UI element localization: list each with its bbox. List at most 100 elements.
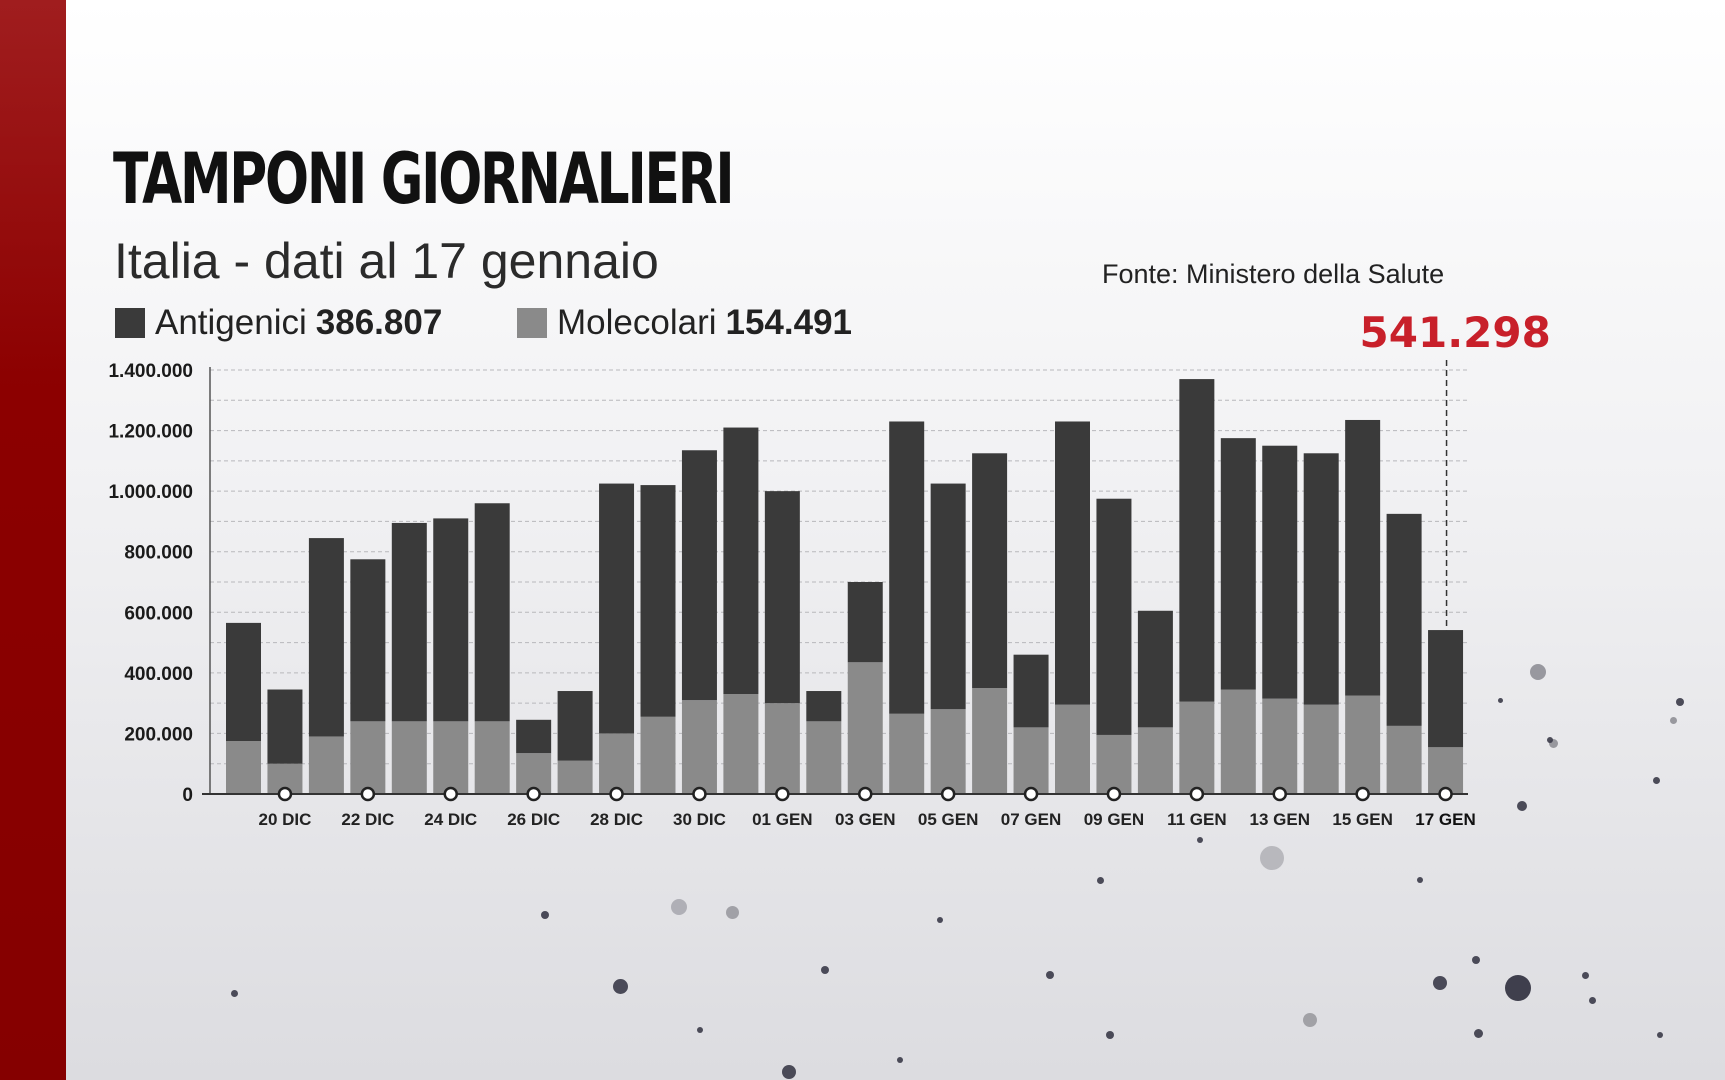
- bar-molecolari: [1428, 747, 1464, 794]
- chart-title: TAMPONI GIORNALIERI: [113, 138, 735, 220]
- x-tick-marker: [1272, 786, 1287, 802]
- bar-molecolari: [350, 721, 386, 794]
- bar-antigenici: [474, 503, 510, 722]
- bar-antigenici: [1179, 379, 1215, 702]
- bar-antigenici: [391, 522, 427, 722]
- bar-antigenici: [640, 485, 676, 717]
- bar-molecolari: [1137, 727, 1173, 794]
- bar-molecolari: [764, 703, 800, 794]
- x-tick-label: 09 GEN: [1084, 810, 1144, 829]
- chart-subtitle: Italia - dati al 17 gennaio: [114, 233, 659, 289]
- source-credit: Fonte: Ministero della Salute: [1102, 259, 1445, 289]
- bar-antigenici: [516, 719, 552, 754]
- bar-molecolari: [1096, 734, 1132, 794]
- x-tick-marker: [940, 786, 956, 802]
- bar-antigenici: [723, 427, 759, 695]
- bar-antigenici: [1055, 421, 1090, 705]
- bar-antigenici: [1013, 654, 1049, 728]
- bar-molecolari: [1345, 695, 1381, 794]
- bar-antigenici: [806, 691, 842, 722]
- bar-antigenici: [350, 559, 386, 722]
- bar-molecolari: [226, 741, 261, 794]
- y-tick-label: 600.000: [124, 603, 193, 624]
- bar-antigenici: [1345, 419, 1381, 696]
- x-tick-label: 05 GEN: [918, 810, 978, 829]
- legend-value-molecolari: 154.491: [725, 303, 853, 342]
- x-tick-marker: [1438, 786, 1453, 802]
- legend-swatch-molecolari: [517, 308, 547, 338]
- x-tick-marker: [526, 786, 541, 802]
- bar-antigenici: [1428, 630, 1464, 748]
- bar-antigenici: [599, 483, 635, 734]
- bar-molecolari: [1303, 704, 1339, 794]
- bar-molecolari: [474, 721, 510, 794]
- bar-antigenici: [847, 582, 883, 663]
- red-side-bar: [0, 0, 66, 1080]
- bar-molecolari: [557, 760, 593, 794]
- bar-antigenici: [1262, 445, 1298, 699]
- bar-antigenici: [972, 453, 1008, 688]
- highlight-total-label: 541.298: [1359, 308, 1551, 357]
- x-tick-marker: [775, 786, 790, 802]
- bar-molecolari: [806, 721, 842, 794]
- bar-antigenici: [1137, 610, 1173, 728]
- x-tick-marker: [692, 786, 707, 802]
- bar-molecolari: [1055, 704, 1090, 794]
- bar-molecolari: [391, 721, 427, 794]
- x-tick-marker: [1106, 786, 1122, 802]
- x-tick-label: 03 GEN: [835, 810, 895, 829]
- bar-molecolari: [972, 688, 1008, 794]
- bar-molecolari: [1013, 727, 1049, 794]
- bar-antigenici: [889, 421, 925, 714]
- x-tick-marker: [609, 786, 624, 802]
- bar-molecolari: [599, 733, 635, 794]
- bar-antigenici: [1220, 438, 1256, 690]
- x-tick-label: 22 DIC: [341, 810, 394, 829]
- y-tick-label: 1.200.000: [108, 422, 193, 443]
- legend-label-antigenici: Antigenici: [155, 303, 307, 342]
- y-tick-label: 200.000: [124, 724, 193, 745]
- x-tick-label: 26 DIC: [507, 810, 560, 829]
- x-tick-label: 11 GEN: [1167, 810, 1227, 829]
- y-tick-label: 1.400.000: [108, 361, 193, 382]
- x-tick-label: 30 DIC: [673, 810, 726, 829]
- bar-molecolari: [433, 721, 469, 794]
- legend-item-antigenici: Antigenici 386.807: [115, 303, 443, 342]
- x-tick-marker: [1355, 786, 1370, 802]
- bar-antigenici: [930, 483, 966, 710]
- bar-molecolari: [723, 694, 759, 794]
- x-tick-label: 17 GEN: [1415, 810, 1475, 829]
- bar-molecolari: [847, 662, 883, 794]
- x-tick-label: 07 GEN: [1001, 810, 1061, 829]
- x-tick-marker: [858, 786, 873, 802]
- legend-value-antigenici: 386.807: [315, 303, 443, 342]
- legend-item-molecolari: Molecolari 154.491: [517, 303, 853, 342]
- bar-molecolari: [681, 700, 717, 794]
- x-tick-label: 28 DIC: [590, 810, 643, 829]
- bar-antigenici: [308, 538, 344, 737]
- bar-antigenici: [764, 491, 800, 704]
- bar-molecolari: [1220, 689, 1256, 794]
- x-tick-label: 20 DIC: [258, 810, 311, 829]
- x-tick-label: 01 GEN: [752, 810, 812, 829]
- y-tick-label: 400.000: [124, 664, 193, 685]
- bar-molecolari: [889, 713, 925, 794]
- bar-antigenici: [557, 691, 593, 761]
- bar-molecolari: [1179, 701, 1215, 794]
- legend-swatch-antigenici: [115, 308, 145, 338]
- bar-molecolari: [930, 709, 966, 794]
- bar-antigenici: [1096, 498, 1132, 735]
- y-tick-label: 0: [182, 785, 193, 806]
- legend-label-molecolari: Molecolari: [557, 303, 717, 342]
- x-tick-marker: [1189, 786, 1205, 802]
- bar-antigenici: [1386, 513, 1422, 726]
- x-tick-marker: [1023, 786, 1039, 802]
- bar-molecolari: [640, 716, 676, 794]
- y-tick-label: 800.000: [124, 543, 193, 564]
- x-tick-label: 15 GEN: [1332, 810, 1392, 829]
- bar-molecolari: [1262, 698, 1298, 794]
- bar-molecolari: [308, 736, 344, 794]
- bar-antigenici: [267, 689, 303, 764]
- x-tick-marker: [443, 786, 458, 802]
